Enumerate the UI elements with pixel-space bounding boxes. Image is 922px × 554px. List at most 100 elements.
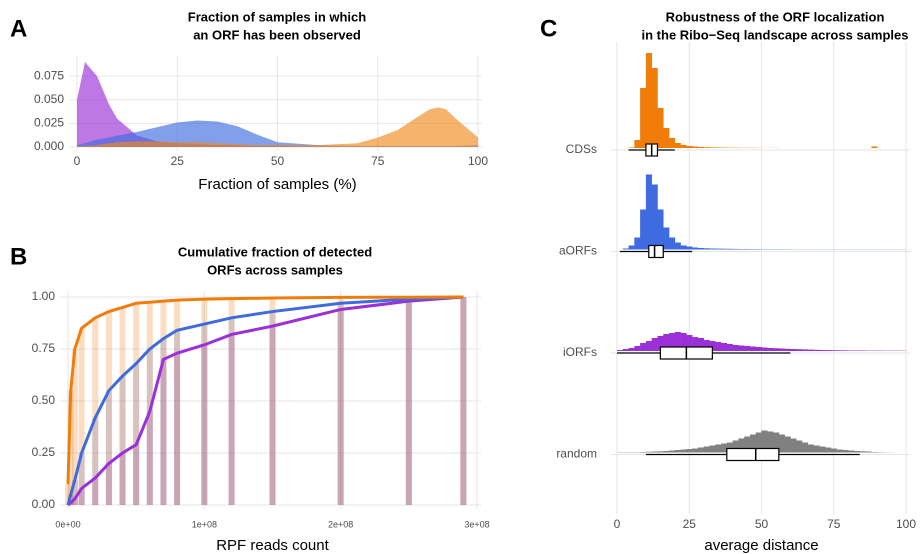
hist-bar (669, 333, 676, 351)
fill-bar (78, 453, 85, 505)
hist-bar (848, 450, 855, 453)
y-tick-label: 1.00 (32, 289, 56, 303)
hist-bar (738, 438, 745, 453)
hist-bar (859, 350, 866, 351)
fill-bar (133, 444, 140, 505)
fill-bar (174, 353, 181, 505)
fill-bar (160, 301, 167, 505)
x-tick-label: 0 (614, 517, 621, 531)
category-label: aORFs (559, 244, 597, 258)
hist-bar (819, 350, 826, 351)
hist-bar (680, 333, 687, 351)
hist-bar (732, 440, 739, 453)
panel-letter: C (540, 15, 557, 42)
y-tick-label: 0.025 (34, 116, 64, 130)
hist-bar (744, 249, 751, 250)
hist-bar (721, 343, 728, 351)
y-tick-label: 0.050 (34, 92, 64, 106)
hist-bar (686, 335, 693, 351)
hist-bar (738, 249, 745, 250)
fill-bar (405, 301, 412, 505)
fill-bar (228, 317, 235, 505)
hist-bar (674, 242, 681, 250)
hist-bar (871, 452, 878, 453)
hist-bar (628, 245, 635, 250)
fill-bar (269, 298, 276, 505)
hist-bar (784, 436, 791, 453)
x-tick-label: 50 (271, 154, 285, 168)
hist-bar (715, 342, 722, 351)
hist-bar (640, 88, 647, 148)
hist-bar (749, 346, 757, 351)
y-tick-label: 0.50 (32, 393, 56, 407)
hist-bar (865, 451, 872, 453)
fill-bar (78, 488, 85, 505)
fill-bar (228, 334, 235, 505)
y-tick-label: 0.25 (32, 445, 56, 459)
hist-bar (778, 434, 785, 453)
hist-bar (686, 449, 693, 453)
hist-bar (692, 247, 699, 250)
hist-bar (651, 68, 658, 148)
hist-bar (663, 451, 670, 453)
fill-bar (71, 498, 78, 505)
chart-title: in the Ribo−Seq landscape across samples (642, 27, 909, 42)
hist-bar (726, 344, 733, 351)
fill-bar (92, 477, 99, 505)
hist-bar (721, 443, 728, 453)
x-tick-label: 75 (371, 154, 385, 168)
fill-bar (174, 300, 181, 505)
hist-bar (669, 237, 676, 250)
fill-bar (460, 297, 467, 505)
hist-bar (709, 341, 716, 351)
hist-bar (674, 450, 681, 453)
hist-bar (697, 248, 704, 250)
box (648, 244, 664, 259)
hist-bar (859, 451, 866, 453)
x-tick-label: 50 (755, 517, 769, 531)
x-axis-title: RPF reads count (216, 537, 329, 554)
fill-bar (65, 484, 71, 505)
x-axis-title: average distance (704, 537, 818, 554)
density-area (77, 120, 478, 147)
fill-bar (337, 309, 344, 505)
hist-bar (726, 248, 733, 250)
hist-bar (697, 338, 704, 351)
hist-bar (651, 184, 658, 250)
hist-bar (715, 444, 722, 453)
fill-bar (228, 298, 235, 505)
y-tick-label: 0.00 (32, 497, 56, 511)
hist-bar (663, 128, 670, 148)
fill-bar (405, 297, 412, 505)
hist-bar (640, 452, 647, 453)
category-label: iORFs (563, 345, 597, 359)
chart-title: an ORF has been observed (193, 27, 361, 42)
hist-bar (738, 345, 745, 351)
fill-bar (337, 303, 344, 505)
hist-bar (842, 350, 849, 351)
x-tick-label: 3e+08 (464, 519, 489, 529)
chart-title: Fraction of samples in which (188, 9, 366, 24)
hist-bar (692, 448, 699, 453)
hist-bar (680, 449, 687, 453)
chart-title: Robustness of the ORF localization (666, 9, 885, 24)
hist-bar (796, 349, 803, 351)
hist-bar (773, 348, 780, 351)
hist-bar (622, 349, 629, 351)
hist-bar (617, 350, 624, 351)
hist-bar (813, 349, 820, 351)
hist-bar (669, 138, 676, 148)
hist-bar (836, 350, 843, 351)
hist-bar (680, 145, 687, 148)
hist-bar (628, 147, 635, 148)
hist-bar (848, 350, 855, 351)
cumulative-line (66, 295, 464, 485)
fill-bar (133, 303, 140, 505)
hist-bar (674, 143, 681, 148)
hist-bar (715, 147, 722, 148)
hist-bar (651, 338, 658, 351)
x-tick-label: 75 (827, 517, 841, 531)
hist-bar (709, 248, 716, 250)
hist-bar (715, 248, 722, 250)
fill-bar (119, 376, 126, 505)
